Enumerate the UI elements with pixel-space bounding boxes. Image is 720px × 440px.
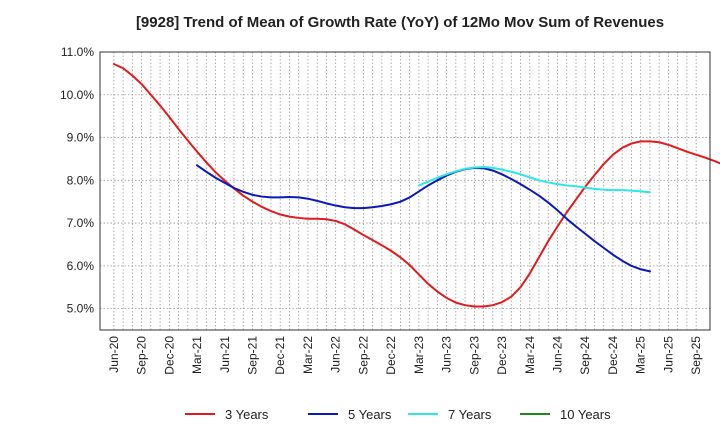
series-line-7-years <box>417 166 651 194</box>
chart-title: [9928] Trend of Mean of Growth Rate (YoY… <box>136 14 664 31</box>
x-tick-label: Jun-21 <box>218 336 232 373</box>
legend-label: 3 Years <box>225 407 269 422</box>
x-tick-label: Jun-25 <box>661 336 675 373</box>
x-tick-label: Dec-24 <box>606 336 620 375</box>
x-tick-label: Sep-21 <box>246 336 260 375</box>
y-tick-label: 9.0% <box>67 131 95 145</box>
series-lines <box>112 62 720 308</box>
x-tick-label: Mar-25 <box>634 336 648 374</box>
y-tick-label: 5.0% <box>67 302 95 316</box>
x-tick-label: Sep-20 <box>135 336 149 375</box>
x-tick-label: Sep-24 <box>578 336 592 375</box>
legend: 3 Years 5 Years 7 Years 10 Years <box>185 407 611 422</box>
x-tick-label: Dec-23 <box>495 336 509 375</box>
y-tick-label: 10.0% <box>60 88 94 102</box>
x-tick-label: Sep-25 <box>689 336 703 375</box>
x-tick-label: Sep-22 <box>356 336 370 375</box>
series-line-5-years <box>196 164 651 273</box>
grid-lines <box>100 51 710 330</box>
x-tick-label: Jun-23 <box>440 336 454 373</box>
legend-label: 10 Years <box>560 407 611 422</box>
x-tick-label: Mar-22 <box>301 336 315 374</box>
x-tick-label: Dec-22 <box>384 336 398 375</box>
y-axis: 5.0% 6.0% 7.0% 8.0% 9.0% 10.0% 11.0% <box>60 45 94 316</box>
y-tick-label: 6.0% <box>67 259 95 273</box>
series-line-3-years <box>112 62 720 308</box>
x-tick-label: Jun-20 <box>107 336 121 373</box>
x-tick-label: Jun-24 <box>551 336 565 373</box>
y-tick-label: 7.0% <box>67 216 95 230</box>
plot-area <box>100 52 710 330</box>
x-tick-label: Sep-23 <box>467 336 481 375</box>
x-tick-label: Mar-21 <box>190 336 204 374</box>
x-axis: Jun-20 Sep-20 Dec-20 Mar-21 Jun-21 Sep-21 Dec-… <box>107 336 703 375</box>
x-tick-label: Jun-22 <box>329 336 343 373</box>
x-tick-label: Mar-24 <box>523 336 537 374</box>
y-tick-label: 11.0% <box>61 45 94 59</box>
y-tick-label: 8.0% <box>67 173 95 187</box>
x-tick-label: Dec-21 <box>273 336 287 375</box>
plot-frame <box>99 51 711 331</box>
legend-label: 5 Years <box>348 407 392 422</box>
x-tick-label: Mar-23 <box>412 336 426 374</box>
legend-label: 7 Years <box>448 407 492 422</box>
x-tick-label: Dec-20 <box>162 336 176 375</box>
